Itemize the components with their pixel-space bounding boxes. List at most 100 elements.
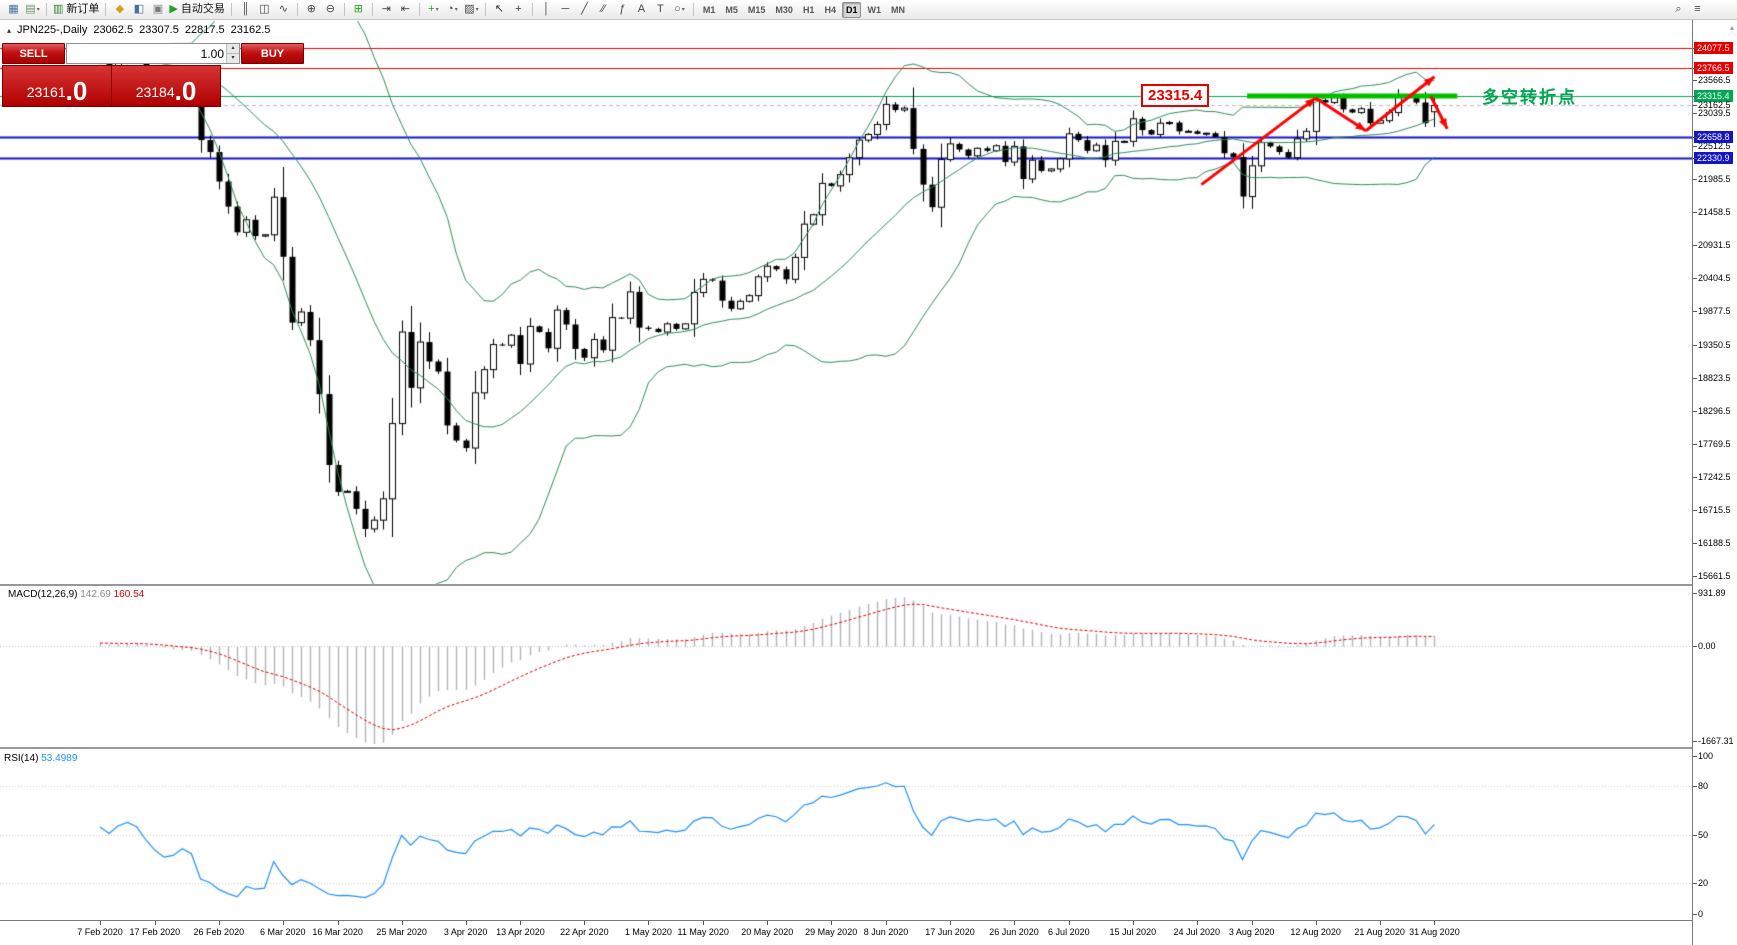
date-label: 16 Mar 2020 [312,927,363,937]
scroll-up-icon[interactable]: ▴ [1729,23,1734,32]
axis-tick [219,921,220,925]
date-label: 21 Aug 2020 [1354,927,1405,937]
chart-shift-icon[interactable]: ⇤ [400,3,410,15]
channel-icon[interactable]: ∕∕ [601,3,606,15]
trade-panel-collapse-icon[interactable]: ▴ [7,26,12,35]
high-value: 23307.5 [139,24,179,36]
new-chart-icon[interactable]: ▦ [8,3,19,15]
macd-name: MACD(12,26,9) [8,589,78,600]
periods-icon[interactable]: ◔ ▾ [447,3,458,15]
macd-axis-label: -1667.31 [1698,736,1734,746]
chart-profile-icon[interactable]: ▤ ▾ [25,3,40,15]
volume-spinner: ▴ ▾ [226,44,239,63]
axis-tick [1693,443,1697,445]
current-price-label: 23162.5 [1698,100,1731,111]
cursor-icon[interactable]: ↖ [494,3,504,15]
one-click-trade-panel: SELL ▴ ▾ BUY 23161.0 23184.0 [2,43,304,107]
price-axis-label: 20404.5 [1698,273,1731,284]
text-icon[interactable]: A [637,3,646,15]
sell-button[interactable]: SELL [2,43,65,64]
axis-tick [1693,278,1697,280]
candlestick-icon[interactable]: ◫ [259,3,270,15]
crosshair-icon[interactable]: + [515,3,522,15]
rsi-axis-label: 80 [1698,780,1709,791]
shapes-icon[interactable]: ○ ▾ [674,3,685,15]
axis-tick [1693,157,1697,159]
chart-header: ▴ JPN225-,Daily 23062.5 23307.5 22817.5 … [7,24,270,36]
date-label: 6 Jul 2020 [1048,927,1090,937]
market-watch-icon[interactable]: ◆ [115,3,125,15]
axis-tick [1693,914,1697,915]
timeframe-m15[interactable]: M15 [747,4,766,15]
date-label: 20 May 2020 [741,927,794,937]
timeframe-h4[interactable]: H4 [824,4,836,15]
axis-tick [466,921,467,925]
label-icon[interactable]: T [657,3,664,15]
axis-tick [1693,311,1697,313]
axis-tick [1693,48,1697,50]
buy-price[interactable]: 23184.0 [112,66,220,106]
timeframe-m1[interactable]: M1 [702,4,716,15]
turning-point-annotation: 多空转折点 [1482,88,1577,107]
window-list-icon[interactable]: ≡ [1694,3,1701,15]
line-chart-icon[interactable]: ∿ [278,3,288,15]
autotrade-button[interactable]: ▶ 自动交易 [169,3,225,15]
quote-divider [111,66,112,106]
chevron-down-icon: ▾ [454,6,458,13]
templates-icon[interactable]: ▨ ▾ [464,3,479,15]
buy-button[interactable]: BUY [241,43,304,64]
bar-chart-icon[interactable]: ║ [241,3,250,15]
volume-input[interactable] [67,44,226,63]
price-axis-label: 22512.5 [1698,141,1731,152]
vertical-line-icon[interactable]: │ [542,3,550,15]
volume-field: ▴ ▾ [66,43,240,64]
timeframe-m5[interactable]: M5 [725,4,738,15]
tile-windows-icon[interactable]: ⊞ [353,3,363,15]
date-label: 7 Feb 2020 [77,927,123,937]
trendline-icon[interactable]: ╱ [581,3,588,15]
sell-price[interactable]: 23161.0 [3,66,111,106]
zoom-in-icon[interactable]: ⊕ [306,3,316,15]
search-icon[interactable]: ⌕ [1675,3,1682,15]
timeframe-w1[interactable]: W1 [867,4,881,15]
terminal-icon[interactable]: ▣ [152,3,164,15]
volume-down-icon[interactable]: ▾ [227,53,239,63]
axis-tick [1133,921,1134,925]
price-level-annotation: 23315.4 [1141,84,1210,107]
chevron-down-icon: ▾ [475,6,479,13]
date-label: 17 Feb 2020 [129,927,181,937]
axis-tick [1693,212,1697,214]
axis-tick [338,921,339,925]
axis-tick [283,921,284,925]
rsi-axis-label: 100 [1698,751,1714,761]
auto-scroll-icon[interactable]: ⇥ [381,3,391,15]
axis-tick [1693,476,1697,478]
timeframe-mn[interactable]: MN [890,4,905,15]
time-axis[interactable]: 7 Feb 2020 17 Feb 2020 26 Feb 2020 6 Mar 20… [0,921,1692,945]
panel-divider[interactable] [0,584,1692,586]
price-axis-label: 17242.5 [1698,471,1731,482]
price-axis-label: 17769.5 [1698,438,1731,449]
horizontal-line-icon[interactable]: ─ [561,3,570,15]
indicators-icon[interactable]: + ▾ [428,3,439,15]
panel-divider[interactable] [0,747,1692,749]
toolbar-separator [46,3,47,16]
fibonacci-icon[interactable]: ƒ [619,3,626,15]
zoom-out-icon[interactable]: ⊖ [325,3,335,15]
timeframe-d1[interactable]: D1 [841,1,862,18]
new-order-button[interactable]: ▥ 新订单 [53,3,100,15]
price-axis-chip: 23766.5 [1694,61,1733,74]
timeframe-m30[interactable]: M30 [775,4,793,15]
price-axis-label: 21985.5 [1698,174,1731,185]
toolbar-separator [531,3,533,16]
timeframe-h1[interactable]: H1 [802,4,815,15]
date-label: 22 Apr 2020 [560,927,609,937]
axis-tick [520,921,521,925]
symbol-period-label: JPN225-,Daily [17,24,88,36]
axis-tick [1693,883,1697,885]
price-axis[interactable]: 23566.5 23039.5 22512.5 21985.5 21458.5 20931… [1692,20,1737,945]
data-window-icon[interactable]: ◧ [133,3,145,15]
chevron-down-icon: ▾ [36,6,40,13]
volume-up-icon[interactable]: ▴ [227,44,239,53]
